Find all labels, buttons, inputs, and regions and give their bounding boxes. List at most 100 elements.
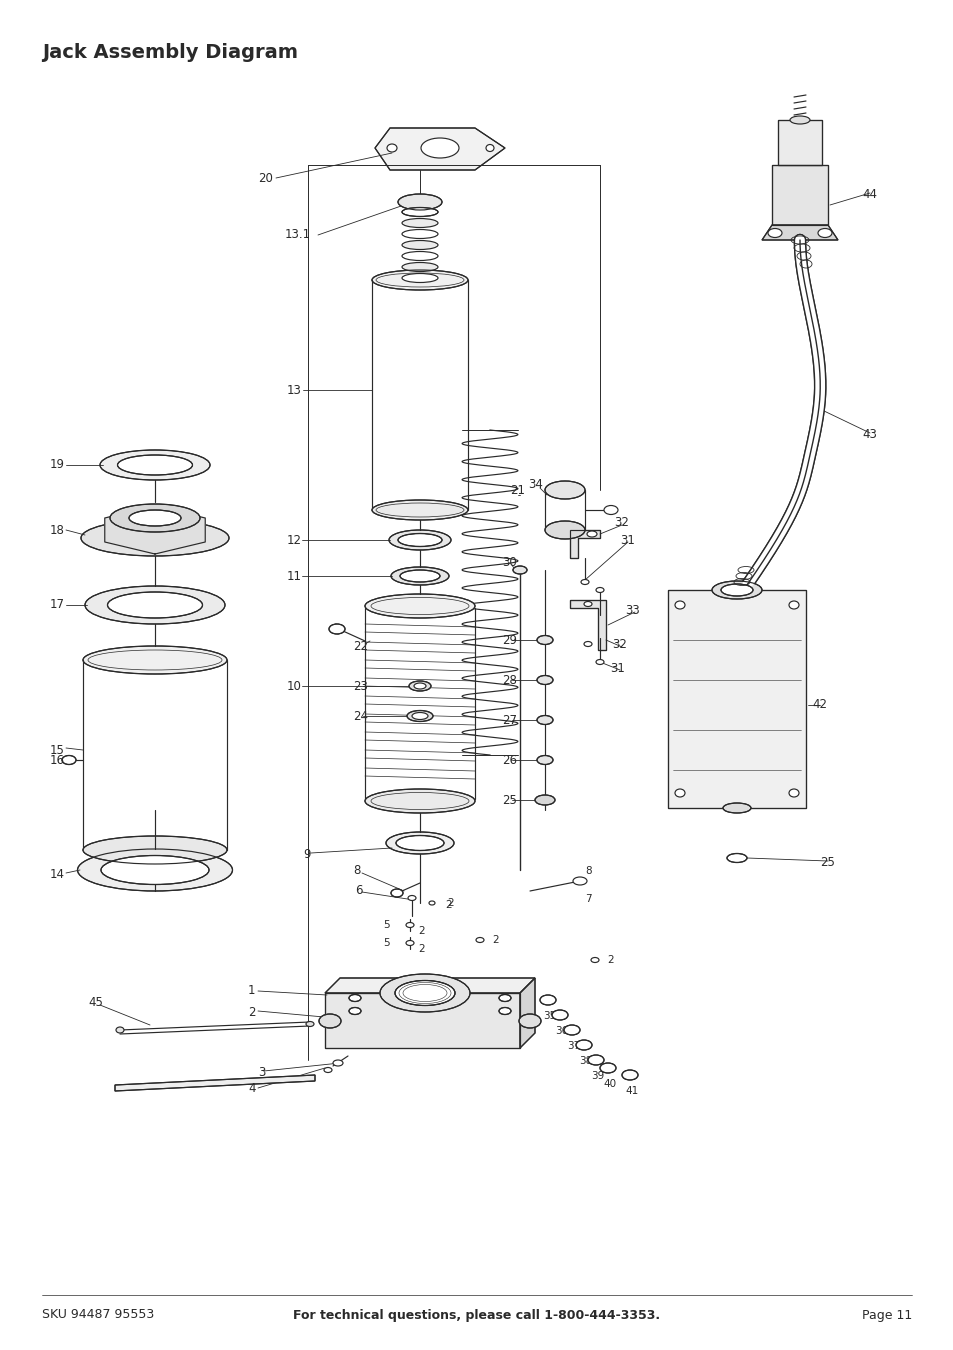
Bar — [771, 165, 827, 225]
Ellipse shape — [603, 505, 618, 514]
Ellipse shape — [386, 832, 454, 855]
Ellipse shape — [401, 219, 437, 228]
Text: 8: 8 — [353, 864, 360, 878]
Ellipse shape — [675, 788, 684, 796]
Bar — [778, 120, 821, 165]
Text: 32: 32 — [612, 639, 626, 652]
Ellipse shape — [117, 455, 193, 475]
Ellipse shape — [675, 601, 684, 609]
Bar — [667, 590, 805, 809]
Text: 29: 29 — [501, 633, 517, 647]
Text: 30: 30 — [501, 555, 517, 568]
Text: 16: 16 — [50, 753, 65, 767]
Ellipse shape — [401, 262, 437, 271]
Ellipse shape — [513, 566, 526, 574]
Ellipse shape — [372, 270, 468, 290]
Ellipse shape — [83, 836, 227, 864]
Ellipse shape — [81, 520, 229, 556]
Polygon shape — [375, 128, 504, 170]
Ellipse shape — [395, 980, 455, 1006]
Text: 40: 40 — [603, 1079, 616, 1089]
Text: 2: 2 — [248, 1007, 255, 1019]
Text: 25: 25 — [501, 794, 517, 806]
Ellipse shape — [318, 1014, 340, 1027]
Ellipse shape — [817, 228, 831, 238]
Polygon shape — [761, 225, 837, 240]
Text: 44: 44 — [862, 189, 876, 201]
Polygon shape — [569, 599, 605, 649]
Ellipse shape — [498, 1007, 511, 1014]
Ellipse shape — [576, 1040, 592, 1050]
Text: 7: 7 — [584, 894, 591, 904]
Ellipse shape — [788, 601, 799, 609]
Ellipse shape — [789, 116, 809, 124]
Polygon shape — [325, 994, 519, 1048]
Text: 11: 11 — [287, 570, 302, 582]
Text: 13: 13 — [287, 383, 301, 397]
Bar — [667, 590, 805, 809]
Polygon shape — [569, 531, 599, 558]
Text: 13.1: 13.1 — [285, 228, 311, 242]
Text: 4: 4 — [248, 1081, 255, 1095]
Ellipse shape — [101, 856, 209, 884]
Text: 41: 41 — [625, 1085, 638, 1096]
Ellipse shape — [552, 1010, 567, 1021]
Ellipse shape — [401, 251, 437, 261]
Ellipse shape — [391, 890, 402, 896]
Ellipse shape — [329, 624, 345, 634]
Text: 2: 2 — [444, 900, 451, 910]
Ellipse shape — [116, 1027, 124, 1033]
Text: 28: 28 — [501, 674, 517, 687]
Ellipse shape — [401, 274, 437, 282]
Text: 12: 12 — [287, 533, 302, 547]
Ellipse shape — [596, 660, 603, 664]
Text: SKU 94487 95553: SKU 94487 95553 — [42, 1308, 154, 1322]
Text: 10: 10 — [287, 679, 301, 693]
Ellipse shape — [788, 788, 799, 796]
Text: 6: 6 — [355, 883, 362, 896]
Ellipse shape — [429, 900, 435, 904]
Text: 21: 21 — [510, 483, 524, 497]
Text: 22: 22 — [353, 640, 368, 652]
Text: 23: 23 — [353, 679, 368, 693]
Ellipse shape — [83, 647, 227, 674]
Text: 14: 14 — [50, 868, 65, 882]
Ellipse shape — [586, 531, 597, 537]
Text: 2: 2 — [492, 936, 498, 945]
Ellipse shape — [539, 995, 556, 1004]
Ellipse shape — [544, 481, 584, 500]
Ellipse shape — [397, 194, 441, 211]
Ellipse shape — [420, 138, 458, 158]
Ellipse shape — [399, 570, 439, 582]
Ellipse shape — [599, 1062, 616, 1073]
Text: 37: 37 — [567, 1041, 580, 1052]
Ellipse shape — [767, 228, 781, 238]
Text: 33: 33 — [624, 603, 639, 617]
Text: Page 11: Page 11 — [861, 1308, 911, 1322]
Ellipse shape — [722, 803, 750, 813]
Ellipse shape — [379, 973, 470, 1012]
Ellipse shape — [537, 636, 553, 644]
Ellipse shape — [621, 1071, 638, 1080]
Text: 8: 8 — [584, 865, 591, 876]
Polygon shape — [115, 1075, 314, 1091]
Text: 2: 2 — [417, 944, 424, 954]
Ellipse shape — [406, 922, 414, 927]
Ellipse shape — [726, 853, 746, 863]
Ellipse shape — [401, 230, 437, 239]
Bar — [771, 165, 827, 225]
Text: 45: 45 — [88, 995, 103, 1008]
Text: 26: 26 — [501, 753, 517, 767]
Ellipse shape — [583, 641, 592, 647]
Ellipse shape — [535, 795, 555, 805]
Ellipse shape — [389, 531, 451, 549]
Ellipse shape — [108, 593, 202, 618]
Ellipse shape — [349, 995, 360, 1002]
Ellipse shape — [77, 849, 233, 891]
Ellipse shape — [596, 587, 603, 593]
Ellipse shape — [387, 144, 396, 153]
Ellipse shape — [391, 567, 449, 585]
Ellipse shape — [324, 1068, 332, 1072]
Ellipse shape — [62, 756, 76, 764]
Text: 42: 42 — [811, 698, 826, 711]
